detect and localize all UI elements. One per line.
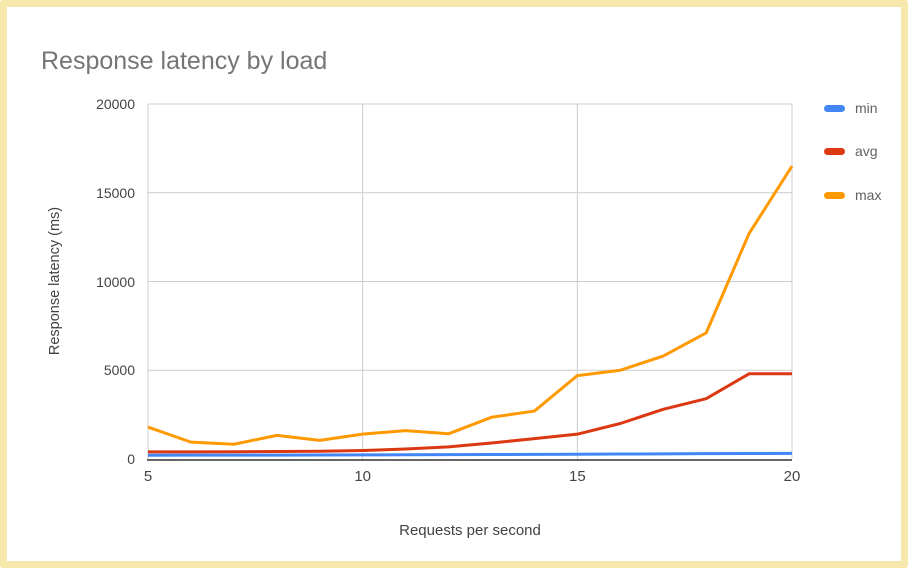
x-axis-title: Requests per second: [399, 522, 541, 539]
chart-title: Response latency by load: [41, 47, 328, 75]
legend-item-max: max: [824, 187, 881, 203]
max-series-swatch-icon: [824, 191, 845, 199]
y-tick-label: 15000: [96, 184, 135, 201]
y-tick-label: 5000: [103, 362, 135, 379]
legend-label: min: [855, 100, 878, 116]
x-tick-label: 5: [143, 468, 153, 485]
y-axis-title: Response latency (ms): [47, 206, 63, 356]
x-tick-label: 10: [354, 468, 371, 485]
min-series-swatch-icon: [824, 104, 845, 112]
avg-series-swatch-icon: [824, 147, 845, 155]
y-tick-label: 0: [127, 451, 135, 467]
legend-label: avg: [855, 143, 878, 159]
legend-label: max: [855, 187, 882, 203]
chart-plot-svg: [147, 103, 794, 461]
x-tick-label: 15: [568, 468, 586, 485]
y-tick-label: 10000: [96, 273, 135, 290]
y-tick-label: 20000: [96, 96, 135, 112]
x-tick-label: 20: [783, 468, 801, 485]
legend-item-avg: avg: [824, 143, 878, 159]
legend-item-min: min: [824, 100, 878, 116]
